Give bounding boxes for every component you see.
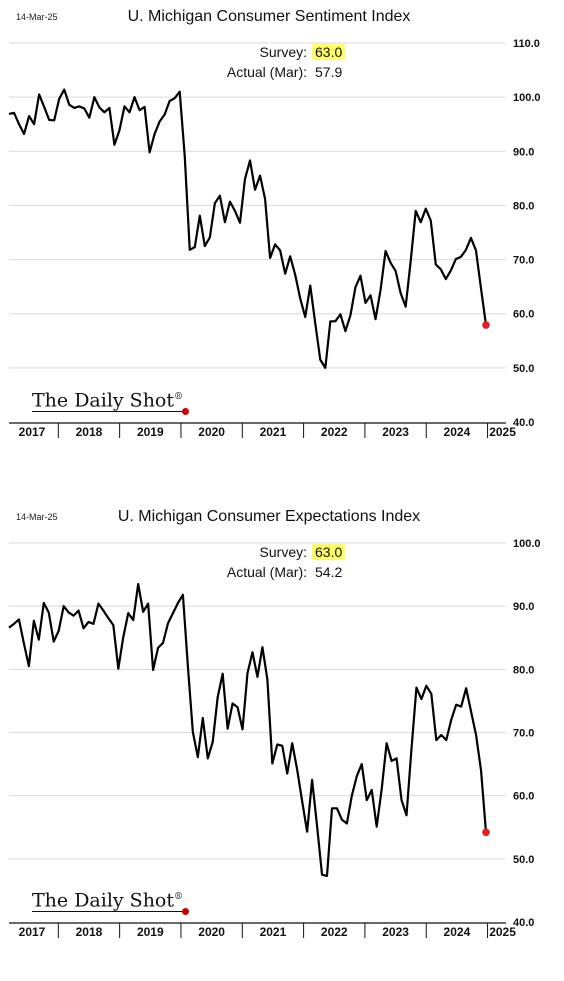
expectations-chart-panel: 14-Mar-25 U. Michigan Consumer Expectati… — [0, 500, 564, 978]
x-tick-label: 2021 — [260, 925, 287, 939]
brand-text: The Daily Shot — [32, 389, 175, 412]
x-tick-label: 2019 — [137, 925, 164, 939]
chart-title: U. Michigan Consumer Sentiment Index — [0, 8, 564, 26]
survey-value-text: 63.0 — [312, 44, 346, 60]
y-tick-label: 70.0 — [513, 255, 534, 267]
x-tick-label: 2025 — [489, 425, 516, 439]
chart-title-text: U. Michigan Consumer Expectations Index — [117, 508, 421, 525]
y-tick-label: 70.0 — [513, 728, 534, 740]
latest-point-marker — [482, 828, 490, 837]
survey-label: Survey: — [259, 544, 307, 560]
y-tick-label: 90.0 — [513, 146, 534, 158]
x-tick-label: 2023 — [382, 425, 409, 439]
y-tick-label: 100.0 — [513, 538, 541, 550]
survey-value: 63.0 — [312, 44, 346, 60]
brand-mark: ® — [174, 892, 184, 902]
brand-dot — [182, 408, 190, 416]
x-tick-label: 2020 — [198, 925, 225, 939]
date-label: 14-Mar-25 — [16, 512, 58, 522]
actual-label: Actual (Mar): — [226, 564, 307, 580]
x-tick-label: 2022 — [321, 925, 348, 939]
x-tick-label: 2023 — [382, 925, 409, 939]
brand-dot — [182, 908, 190, 916]
daily-shot-logo: The Daily Shot® — [32, 388, 190, 416]
actual-label: Actual (Mar): — [226, 64, 307, 80]
x-tick-label: 2020 — [198, 425, 225, 439]
y-tick-label: 60.0 — [513, 791, 534, 803]
y-tick-label: 50.0 — [513, 854, 534, 866]
sentiment-line-chart: 40.0 50.0 60.0 70.0 80.0 90.0 100.0 110.0 2017 20… — [8, 38, 541, 439]
x-tick-label: 2019 — [137, 425, 164, 439]
x-tick-label: 2018 — [76, 425, 103, 439]
x-tick-label: 2021 — [260, 425, 287, 439]
actual-value: 57.9 — [315, 64, 343, 80]
chart-title-text: U. Michigan Consumer Sentiment Index — [127, 8, 411, 25]
y-tick-label: 50.0 — [513, 363, 534, 375]
chart-title: U. Michigan Consumer Expectations Index — [0, 508, 564, 526]
actual-value: 54.2 — [315, 564, 343, 580]
x-tick-label: 2024 — [444, 925, 471, 939]
daily-shot-logo: The Daily Shot® — [32, 888, 190, 916]
survey-label: Survey: — [259, 44, 307, 60]
y-tick-label: 60.0 — [513, 309, 534, 321]
x-tick-label: 2024 — [444, 425, 471, 439]
x-tick-label: 2025 — [489, 925, 516, 939]
sentiment-chart-panel: 14-Mar-25 U. Michigan Consumer Sentiment… — [0, 0, 564, 478]
y-tick-label: 80.0 — [513, 200, 534, 212]
y-tick-label: 110.0 — [513, 38, 540, 50]
survey-value-text: 63.0 — [312, 544, 346, 560]
y-tick-label: 100.0 — [513, 92, 541, 104]
survey-value: 63.0 — [312, 544, 346, 560]
x-tick-label: 2018 — [76, 925, 103, 939]
y-tick-label: 40.0 — [513, 417, 534, 429]
x-tick-label: 2017 — [19, 425, 46, 439]
date-label: 14-Mar-25 — [16, 12, 58, 22]
series-line — [8, 88, 488, 369]
series-line — [8, 582, 488, 877]
x-tick-label: 2017 — [19, 925, 46, 939]
brand-text: The Daily Shot — [32, 889, 175, 912]
x-tick-label: 2022 — [321, 425, 348, 439]
brand-mark: ® — [174, 392, 184, 402]
y-tick-label: 90.0 — [513, 601, 534, 613]
expectations-line-chart: 40.0 50.0 60.0 70.0 80.0 90.0 100.0 2017 2018 201… — [8, 538, 541, 939]
latest-point-marker — [482, 321, 490, 329]
y-tick-label: 40.0 — [513, 917, 534, 929]
y-tick-label: 80.0 — [513, 664, 534, 676]
